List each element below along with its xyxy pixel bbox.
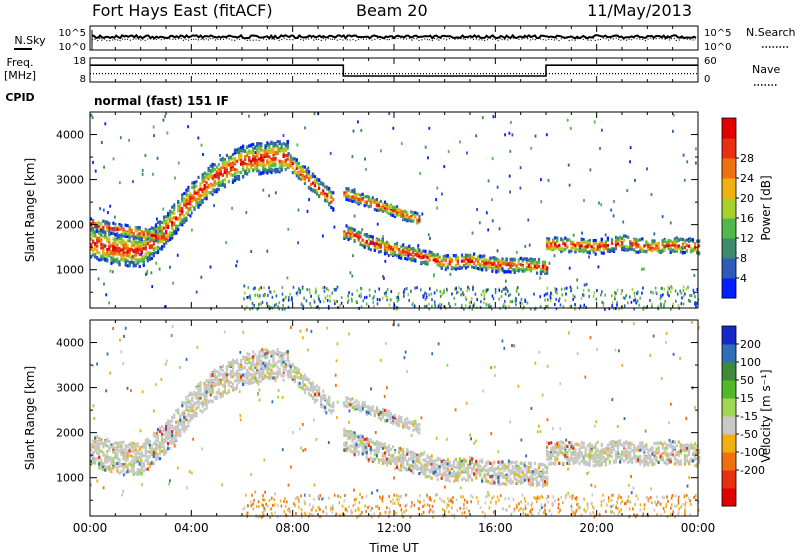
tick-label: 60 [704, 56, 717, 67]
colorbar-segment [722, 118, 736, 139]
y-tick-label: 2000 [56, 427, 84, 440]
colorbar-tick-label: -200 [740, 464, 765, 477]
colorbar-tick-label: 4 [740, 272, 747, 285]
tick-label: 10^5 [704, 28, 731, 39]
velocity-panel: 1000 2000 3000 4000 Slant Range [km] 200 100 50… [23, 319, 773, 519]
colorbar-segment [722, 178, 736, 199]
x-tick-label: 12:00 [377, 521, 412, 535]
colorbar-tick-label: 24 [740, 172, 754, 185]
x-tick-label: 20:00 [579, 521, 614, 535]
y-tick-label: 2000 [56, 219, 84, 232]
y-tick-label: 4000 [56, 337, 84, 350]
tick-label: 10^0 [704, 42, 731, 53]
colorbar-tick-label: -15 [740, 410, 758, 423]
date-title: 11/May/2013 [587, 1, 692, 20]
colorbar-segment [722, 344, 736, 363]
freq-label: Freq. [6, 56, 33, 69]
y-tick-label: 3000 [56, 174, 84, 187]
noise-series-1 [91, 37, 697, 42]
nave-label: Nave [752, 63, 780, 76]
y-tick-label: 1000 [56, 472, 84, 485]
colorbar-tick-label: 28 [740, 152, 754, 165]
colorbar-tick-label: 8 [740, 252, 747, 265]
x-tick-label: 16:00 [478, 521, 513, 535]
colorbar-segment [722, 416, 736, 435]
colorbar-segment [722, 326, 736, 345]
tick-label: 10^0 [59, 42, 86, 53]
colorbar-segment [722, 258, 736, 279]
colorbar-segment [722, 434, 736, 453]
noise-panel: 10^5 10^0 10^5 10^0 [59, 25, 731, 53]
colorbar-tick-label: 50 [740, 374, 754, 387]
cpid-mode-text: normal (fast) 151 IF [94, 94, 229, 108]
colorbar-tick-label: 20 [740, 192, 754, 205]
beam-title: Beam 20 [356, 1, 428, 20]
y-tick-label: 1000 [56, 264, 84, 277]
colorbar-tick-label: 200 [740, 338, 761, 351]
tick-label: 0 [704, 74, 710, 85]
colorbar-tick-label: 16 [740, 212, 754, 225]
freq-unit-label: [MHz] [4, 69, 36, 82]
colorbar-segment [722, 158, 736, 179]
colorbar-frame [721, 117, 737, 299]
y-axis-label: Slant Range [km] [23, 366, 37, 470]
colorbar-tick-label: 15 [740, 392, 754, 405]
y-tick-label: 3000 [56, 382, 84, 395]
colorbar-tick-label: 12 [740, 232, 754, 245]
station-title: Fort Hays East (fitACF) [92, 1, 273, 20]
colorbar-segment [722, 238, 736, 259]
colorbar-segment [722, 398, 736, 417]
time-axis: 00:00 04:00 08:00 12:00 16:00 20:00 00:00 [73, 521, 716, 535]
colorbar-tick-label: 100 [740, 356, 761, 369]
colorbar-segment [722, 452, 736, 471]
nsky-label: N.Sky [14, 34, 46, 47]
x-tick-label: 04:00 [174, 521, 209, 535]
colorbar-label: Velocity [m s⁻¹] [759, 369, 773, 462]
x-axis-label: Time UT [368, 541, 419, 554]
colorbar-segment [722, 470, 736, 489]
x-tick-label: 00:00 [73, 521, 108, 535]
colorbar-segment [722, 362, 736, 381]
freq-series-0 [90, 64, 698, 77]
tick-label: 8 [80, 74, 86, 85]
colorbar-segment [722, 380, 736, 399]
y-axis-label: Slant Range [km] [23, 158, 37, 262]
frequency-panel: 18 8 60 0 [73, 56, 716, 85]
x-tick-label: 08:00 [275, 521, 310, 535]
colorbar-label: Power [dB] [759, 175, 773, 240]
colorbar-segment [722, 218, 736, 239]
colorbar-segment [722, 138, 736, 159]
power-cells [90, 112, 701, 311]
cpid-label: CPID [5, 91, 34, 104]
y-tick-label: 4000 [56, 129, 84, 142]
nsearch-label: N.Search [746, 26, 796, 39]
tick-label: 18 [73, 56, 86, 67]
velocity-cells [90, 320, 701, 519]
x-tick-label: 00:00 [681, 521, 716, 535]
colorbar-tick-label: -50 [740, 428, 758, 441]
tick-label: 10^5 [59, 28, 86, 39]
colorbar-segment [722, 198, 736, 219]
colorbar-segment [722, 488, 736, 507]
colorbar-tick-label: -100 [740, 446, 765, 459]
noise-series-0 [91, 33, 697, 40]
power-panel: 1000 2000 3000 4000 Slant Range [km] 4 8 12 16 20… [23, 111, 773, 311]
colorbar-segment [722, 278, 736, 299]
